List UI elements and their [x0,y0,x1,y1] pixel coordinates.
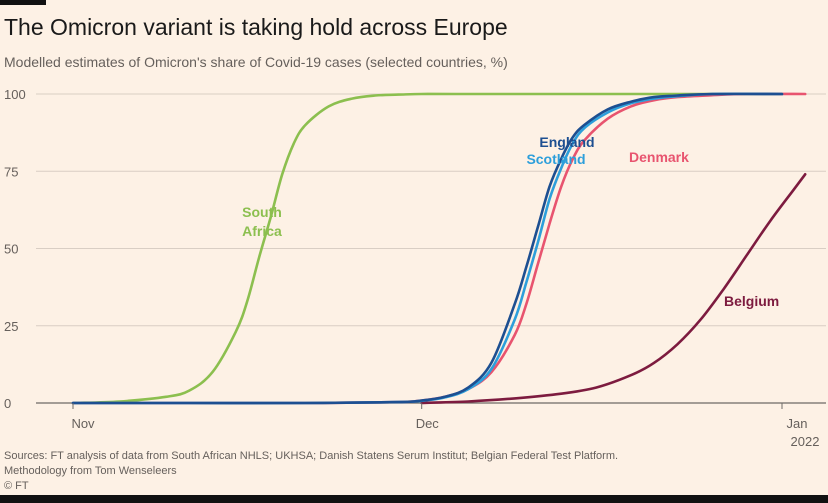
sources-text: Sources: FT analysis of data from South … [4,450,619,462]
series-label-south-africa: South Africa [242,204,282,239]
series-label-belgium: Belgium [724,293,779,309]
series-label-scotland: Scotland [526,151,585,167]
x-tick-label-jan: Jan [787,416,808,431]
y-tick-label-50: 50 [4,242,18,257]
series-line-belgium [420,173,807,405]
y-tick-label-0: 0 [4,396,11,411]
bottom-bar [0,495,828,503]
sources-note: Sources: FT analysis of data from South … [4,449,804,494]
chart-subtitle: Modelled estimates of Omicron's share of… [4,54,508,70]
x-tick-label-nov: Nov [71,416,95,431]
chart-title: The Omicron variant is taking hold acros… [4,14,508,40]
x-tick-sublabel-year: 2022 [791,434,820,449]
series-label-england: England [539,134,594,150]
series-label-denmark: Denmark [629,149,689,165]
series-layer [71,92,807,405]
methodology-text: Methodology from Tom Wenseleers [4,465,177,477]
x-tick-label-dec: Dec [416,416,440,431]
copyright-text: © FT [4,480,29,492]
series-line-england [71,92,784,405]
y-tick-label-75: 75 [4,164,18,179]
y-tick-label-25: 25 [4,319,18,334]
y-tick-label-100: 100 [4,87,26,102]
top-accent-bar [0,0,46,5]
grid-layer: 0 25 50 75 100 [4,87,826,411]
series-line-south-africa [71,92,784,405]
x-axis: Nov Dec Jan 2022 [71,403,819,449]
